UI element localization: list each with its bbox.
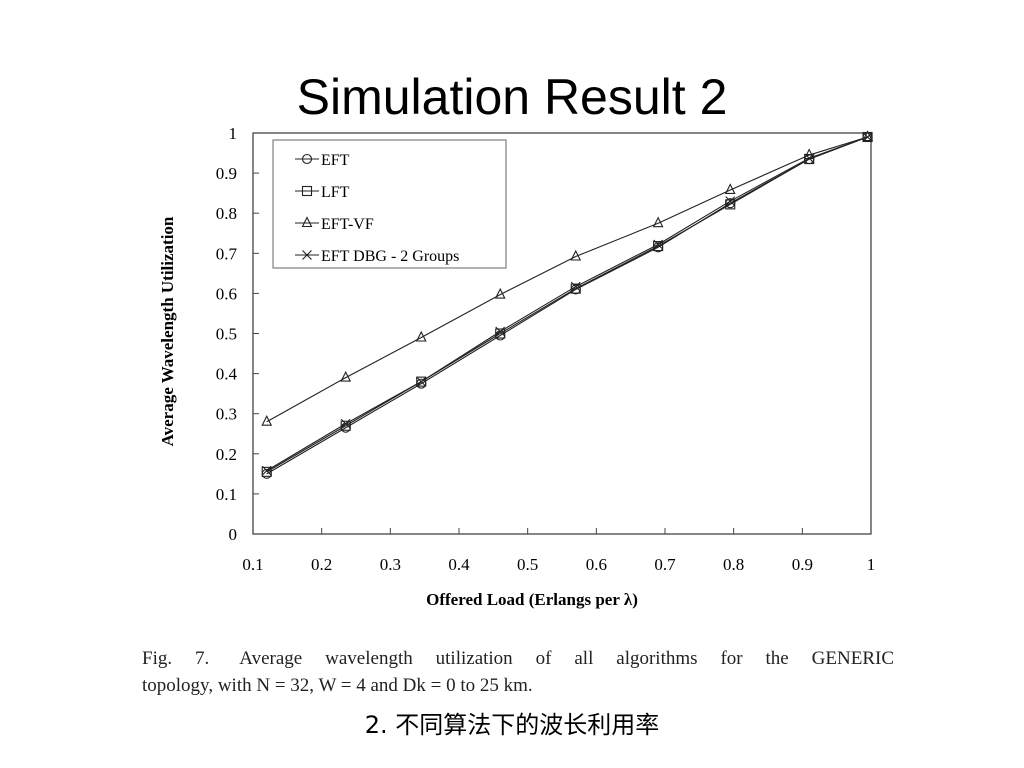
x-tick-label: 0.9	[792, 555, 813, 574]
series-line-eft-vf	[266, 136, 868, 423]
x-axis-label: Offered Load (Erlangs per λ)	[426, 590, 638, 609]
y-tick-label: 0.8	[216, 204, 237, 223]
x-tick-label: 0.1	[242, 555, 263, 574]
y-tick-label: 0	[229, 525, 238, 544]
y-tick-label: 0.2	[216, 445, 237, 464]
slide-title: Simulation Result 2	[296, 69, 728, 125]
point-lft	[570, 283, 581, 294]
point-eft-dbg-2-groups	[416, 376, 427, 387]
point-eft-vf	[340, 370, 352, 382]
x-tick-label: 0.8	[723, 555, 744, 574]
point-eft-dbg-2-groups	[495, 326, 506, 337]
series-line-lft	[266, 136, 868, 473]
point-lft	[340, 420, 351, 431]
point-eft-dbg-2-groups	[862, 132, 873, 142]
y-axis-label: Average Wavelength Utilization	[158, 216, 177, 446]
point-eft-vf	[652, 216, 664, 228]
plot-layer: 00.10.20.30.40.50.60.70.80.910.1 0.2 0.3 0.…	[158, 124, 875, 609]
point-lft	[416, 376, 427, 387]
y-tick-label: 0.1	[216, 485, 237, 504]
point-eft-dbg-2-groups	[340, 418, 351, 429]
slide-subcaption: 2. 不同算法下的波长利用率	[364, 711, 660, 739]
legend-marker-eft-vf	[301, 216, 313, 228]
y-tick-label: 0.4	[216, 365, 238, 384]
legend-label-lft: LFT	[321, 184, 350, 201]
point-eft-dbg-2-groups	[653, 239, 664, 250]
point-eft-dbg-2-groups	[725, 196, 736, 207]
figure-caption: Fig. 7. Average wavelength utilization of…	[142, 645, 894, 695]
point-eft-vf	[724, 183, 736, 194]
point-lft	[653, 241, 664, 252]
caption-line-1: Fig. 7. Average wavelength utilization of…	[142, 645, 894, 672]
point-eft-vf	[570, 249, 582, 261]
x-tick-label: 0.6	[586, 555, 607, 574]
legend-box	[272, 139, 507, 269]
caption-line-2: topology, with N = 32, W = 4 and Dk = 0 …	[142, 675, 533, 695]
point-eft-vf	[415, 330, 427, 342]
x-tick-label: 0.2	[311, 555, 332, 574]
y-tick-label: 1	[229, 124, 238, 143]
y-tick-label: 0.5	[216, 325, 237, 344]
x-tick-label: 0.7	[654, 555, 676, 574]
point-lft	[261, 466, 272, 477]
line-chart: 00.10.20.30.40.50.60.70.80.910.1 0.2 0.3 0.…	[158, 124, 875, 609]
point-eft-dbg-2-groups	[804, 153, 815, 164]
y-tick-label: 0.6	[216, 284, 237, 303]
legend-label-eft-vf: EFT-VF	[321, 216, 374, 233]
x-tick-label: 0.5	[517, 555, 538, 574]
legend-label-eft-dbg-2-groups: EFT DBG - 2 Groups	[321, 248, 459, 265]
point-lft	[495, 328, 506, 339]
point-eft-vf	[862, 130, 873, 142]
x-tick-label: 0.3	[380, 555, 401, 574]
y-tick-label: 0.9	[216, 164, 237, 183]
point-eft-vf	[261, 414, 273, 426]
legend-marker-lft	[301, 185, 313, 197]
point-eft-vf	[494, 287, 506, 299]
caption-text-1: Average wavelength utilization of all al…	[239, 648, 894, 669]
legend-marker-eft-dbg-2-groups	[302, 250, 312, 260]
y-tick-label: 0.3	[216, 405, 237, 424]
point-eft-dbg-2-groups	[570, 281, 581, 292]
x-tick-label: 1	[867, 555, 876, 574]
point-eft-dbg-2-groups	[261, 465, 272, 476]
x-tick-label: 0.4	[448, 555, 470, 574]
y-tick-label: 0.7	[216, 244, 238, 263]
legend-label-eft: EFT	[321, 152, 350, 169]
legend-marker-eft	[301, 153, 313, 165]
caption-fig-label: Fig. 7.	[142, 648, 210, 669]
